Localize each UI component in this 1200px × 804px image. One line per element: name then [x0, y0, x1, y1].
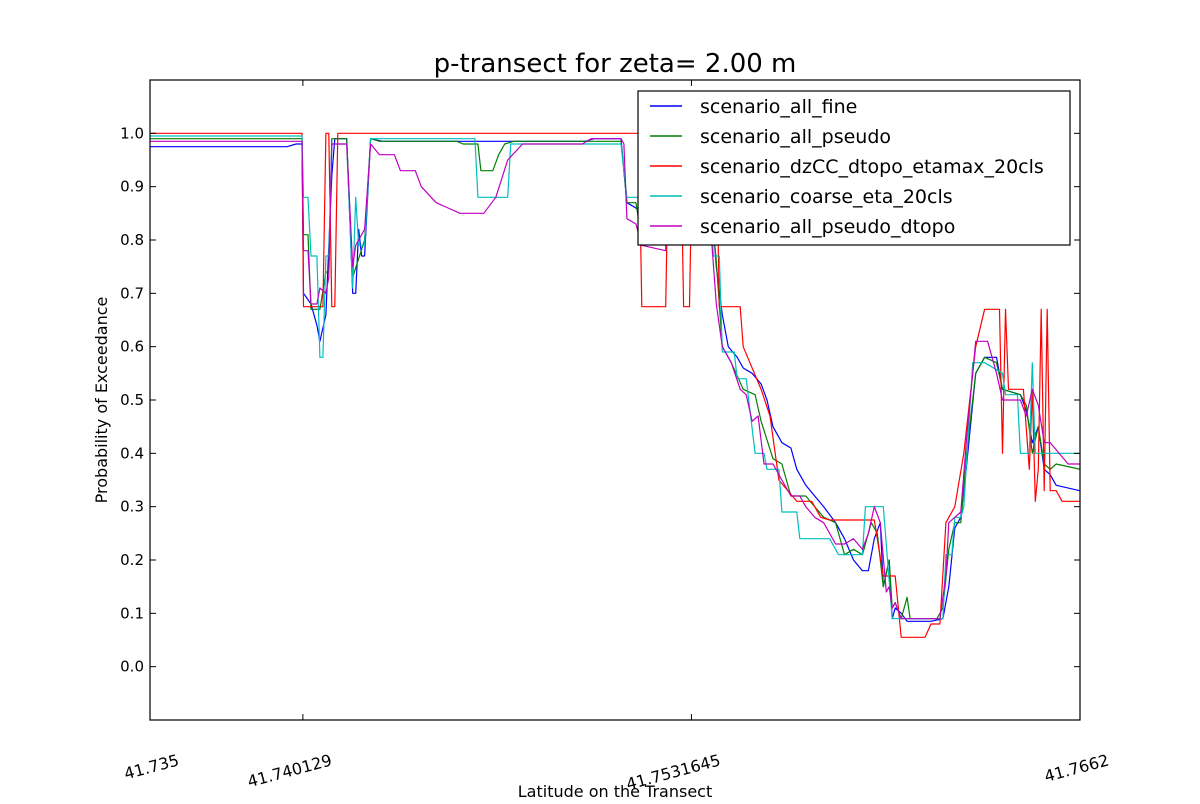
y-tick-label: 0.2 — [120, 551, 144, 569]
y-axis-label: Probability of Exceedance — [92, 297, 111, 504]
series-line-scenario_all_pseudo_dtopo — [150, 138, 1080, 620]
legend-label: scenario_all_fine — [700, 96, 857, 118]
legend-label: scenario_coarse_eta_20cls — [700, 186, 953, 208]
y-tick-label: 1.0 — [120, 124, 144, 142]
series-layer — [150, 132, 1080, 638]
legend-label: scenario_all_pseudo_dtopo — [700, 216, 955, 238]
legend-label: scenario_all_pseudo — [700, 126, 891, 148]
x-axis-label: Latitude on the Transect — [518, 782, 713, 800]
x-tick-label: 41.7662 — [1042, 751, 1111, 786]
y-tick-label: 0.8 — [120, 231, 144, 249]
y-tick-label: 0.9 — [120, 178, 144, 196]
legend-box — [637, 90, 1071, 246]
y-tick-label: 0.6 — [120, 338, 144, 356]
legend-label: scenario_dzCC_dtopo_etamax_20cls — [700, 156, 1044, 178]
y-tick-label: 0.7 — [120, 284, 144, 302]
y-axis: 0.0 0.1 0.2 0.3 0.4 0.5 0.6 0.7 0.8 0.9 1.0 — [120, 124, 1080, 676]
y-tick-label: 0.0 — [120, 658, 144, 676]
y-tick-label: 0.1 — [120, 604, 144, 622]
y-tick-label: 0.5 — [120, 391, 144, 409]
x-tick-label: 41.735 — [122, 751, 181, 784]
y-tick-label: 0.4 — [120, 444, 144, 462]
series-line-scenario_dzCC_dtopo_etamax_20cls — [150, 132, 1080, 638]
chart-title: p-transect for zeta= 2.00 m — [434, 49, 797, 79]
y-tick-label: 0.3 — [120, 498, 144, 516]
x-tick-label: 41.740129 — [245, 751, 334, 792]
legend: scenario_all_fine scenario_all_pseudoscen… — [637, 90, 1071, 246]
